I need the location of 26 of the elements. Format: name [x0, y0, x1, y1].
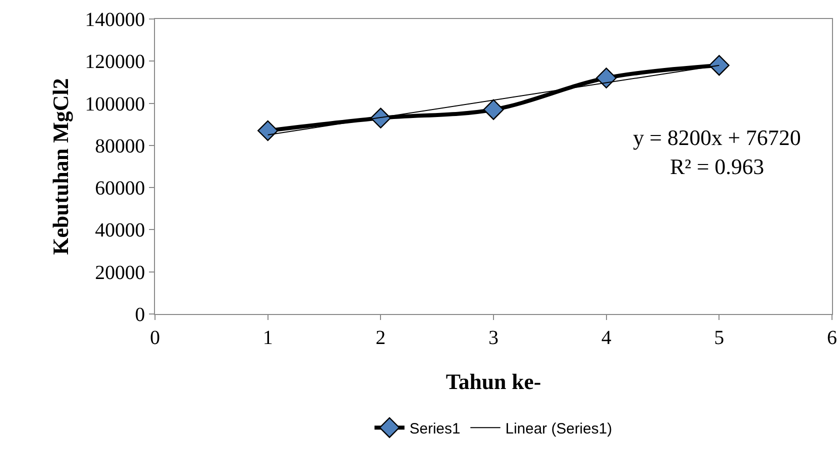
- y-axis-title: Kebutuhan MgCl2: [48, 78, 73, 255]
- y-tick-label: 120000: [85, 51, 145, 74]
- x-tick-label: 5: [714, 327, 724, 349]
- point: [483, 99, 504, 120]
- x-tick-label: 4: [601, 327, 612, 349]
- annotation: y = 8200x + 76720: [633, 125, 801, 150]
- y-tick-label: 80000: [95, 135, 145, 158]
- x-tick-label: 0: [150, 327, 160, 349]
- x-axis-title: Tahun ke-: [446, 368, 542, 394]
- y-tick-label: 0: [135, 304, 145, 326]
- legend-label: Linear (Series1): [505, 420, 612, 438]
- point: [370, 108, 392, 128]
- y-tick-label: 20000: [95, 262, 145, 284]
- y-tick-label: 60000: [95, 178, 145, 200]
- point: [257, 120, 278, 142]
- x-tick-label: 1: [262, 327, 273, 349]
- x-tick-label: 6: [827, 327, 837, 349]
- y-tick-label: 140000: [85, 9, 145, 31]
- y-tick-label: 100000: [85, 93, 145, 116]
- annotation: R² = 0.963: [670, 154, 764, 179]
- y-tick-label: 40000: [95, 220, 145, 242]
- x-tick-label: 2: [376, 327, 386, 349]
- point: [596, 68, 617, 88]
- point: [708, 55, 730, 76]
- legend-label: Series1: [410, 420, 460, 438]
- x-tick-label: 3: [488, 327, 498, 349]
